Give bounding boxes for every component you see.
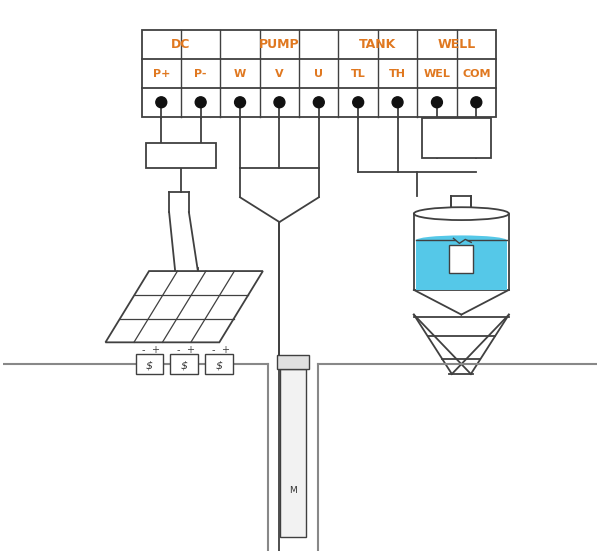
Bar bbox=[416, 240, 507, 290]
Text: U: U bbox=[314, 69, 323, 79]
Bar bbox=[146, 143, 215, 168]
Circle shape bbox=[313, 97, 324, 107]
Text: +: + bbox=[186, 345, 194, 355]
Text: WELL: WELL bbox=[437, 38, 476, 52]
Text: COM: COM bbox=[462, 69, 491, 79]
Circle shape bbox=[471, 97, 482, 107]
Circle shape bbox=[353, 97, 364, 107]
Bar bbox=[414, 214, 509, 290]
Bar bbox=[449, 245, 473, 273]
Bar bbox=[277, 355, 309, 369]
Text: -: - bbox=[142, 345, 145, 355]
Circle shape bbox=[431, 97, 442, 107]
Circle shape bbox=[274, 97, 285, 107]
Polygon shape bbox=[106, 271, 263, 342]
Text: W: W bbox=[234, 69, 246, 79]
Circle shape bbox=[195, 97, 206, 107]
Text: $: $ bbox=[181, 360, 188, 370]
Text: +: + bbox=[151, 345, 160, 355]
Text: PUMP: PUMP bbox=[259, 38, 300, 52]
Bar bbox=[136, 354, 163, 374]
Bar bbox=[170, 354, 198, 374]
Text: $: $ bbox=[215, 360, 223, 370]
Bar bbox=[142, 30, 496, 117]
Text: WEL: WEL bbox=[424, 69, 451, 79]
Text: -: - bbox=[211, 345, 215, 355]
Ellipse shape bbox=[416, 235, 507, 245]
Circle shape bbox=[156, 97, 167, 107]
Text: P+: P+ bbox=[152, 69, 170, 79]
Text: TANK: TANK bbox=[359, 38, 397, 52]
Text: $: $ bbox=[146, 360, 153, 370]
Ellipse shape bbox=[414, 207, 509, 220]
Text: M: M bbox=[289, 486, 297, 495]
Text: TL: TL bbox=[351, 69, 365, 79]
Text: P-: P- bbox=[194, 69, 207, 79]
Circle shape bbox=[392, 97, 403, 107]
Circle shape bbox=[235, 97, 245, 107]
Text: -: - bbox=[176, 345, 180, 355]
Bar bbox=[205, 354, 233, 374]
Text: DC: DC bbox=[171, 38, 191, 52]
Bar bbox=[280, 369, 306, 537]
Bar bbox=[422, 118, 491, 158]
Text: +: + bbox=[221, 345, 229, 355]
Text: V: V bbox=[275, 69, 284, 79]
Text: TH: TH bbox=[389, 69, 406, 79]
